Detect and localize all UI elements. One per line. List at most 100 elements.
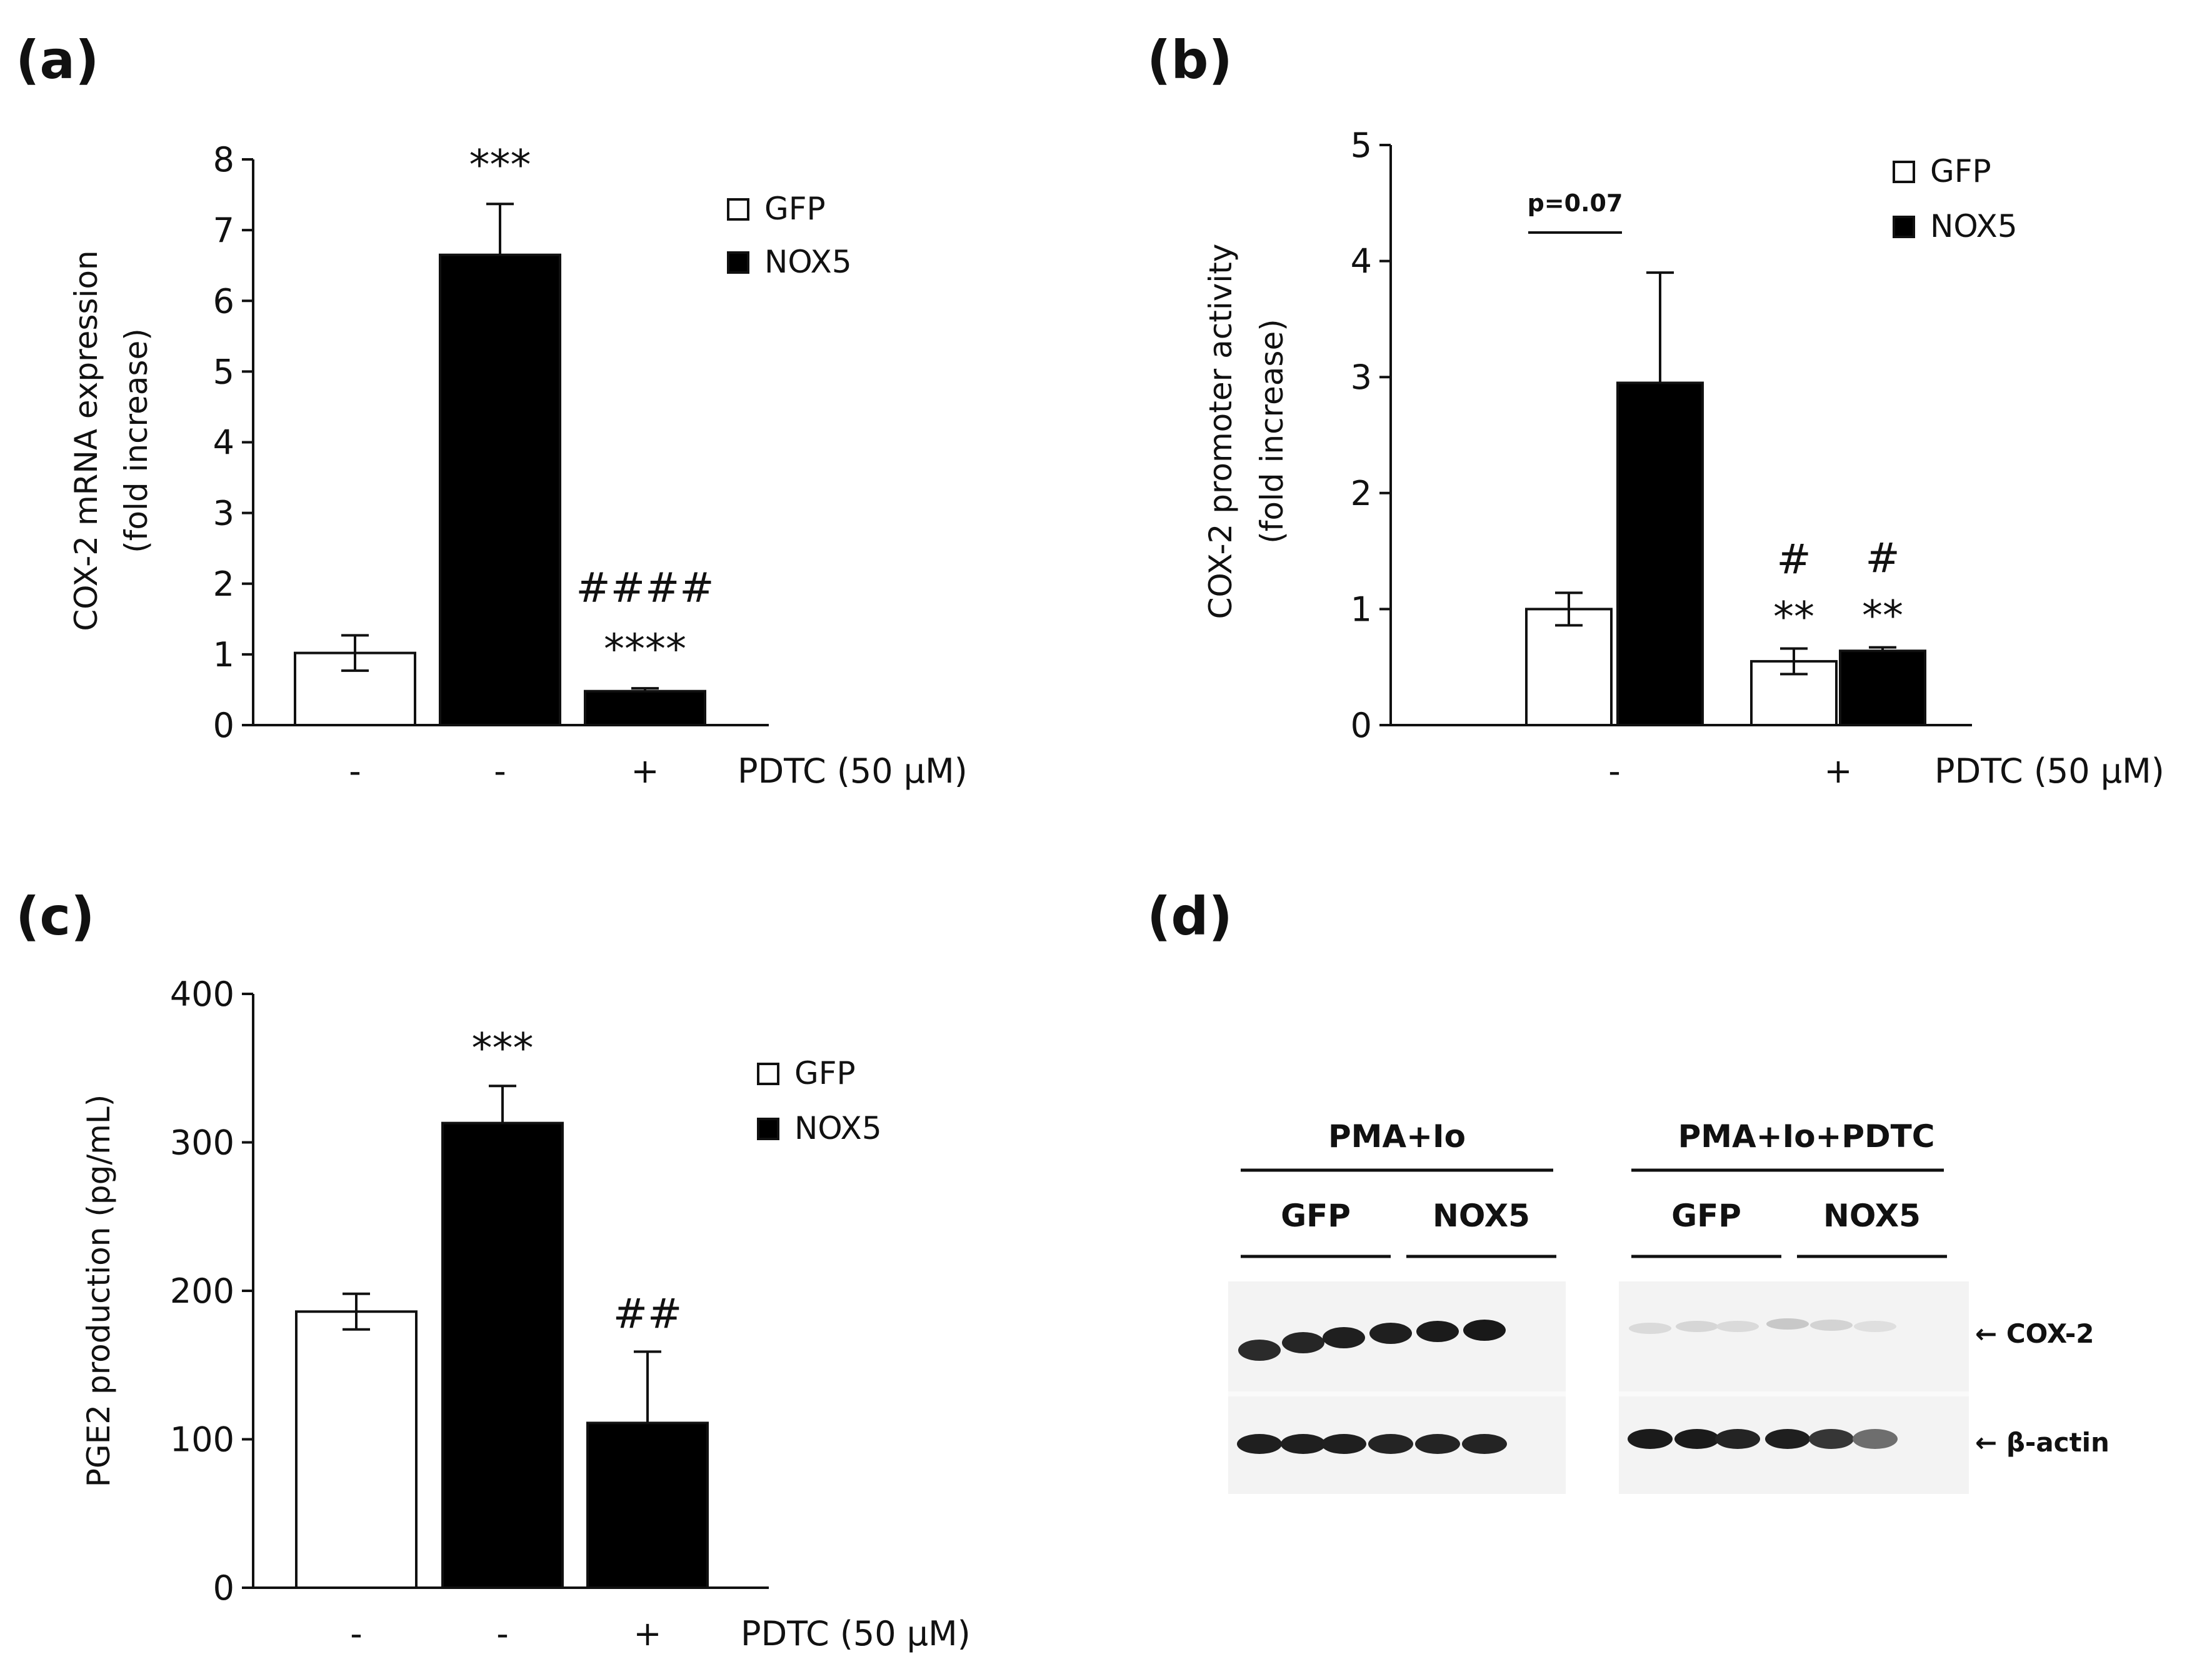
chart-a-ytick-label: 1 — [213, 635, 234, 674]
blot-actin-text: β-actin — [2006, 1427, 2109, 1458]
chart-c-pdtc-sign: + — [633, 1614, 661, 1653]
legend-label-nox5: NOX5 — [764, 244, 852, 280]
blot-group2-label: PMA+Io+PDTC — [1678, 1118, 1935, 1155]
chart-b-annotation: # — [1776, 536, 1811, 584]
blot-band-cox2 — [1629, 1323, 1671, 1334]
blot-cox2-label: ← COX-2 — [1975, 1318, 2094, 1349]
chart-c-ytick-label: 200 — [170, 1271, 234, 1311]
chart-c-annotation: *** — [472, 1024, 534, 1072]
chart-a-annotation: #### — [576, 564, 714, 612]
chart-b-ytick-label: 0 — [1351, 706, 1372, 745]
blot-band-cox2 — [1716, 1321, 1759, 1332]
legend-swatch-nox5 — [1893, 216, 1915, 238]
chart-c-ytick-label: 300 — [170, 1123, 234, 1163]
blot-band-actin — [1809, 1429, 1854, 1449]
chart-a-pdtc-sign: - — [349, 751, 361, 791]
blot-bands — [1237, 1318, 1898, 1454]
chart-c-ytick-label: 100 — [170, 1420, 234, 1460]
chart-b-ylabel-line: (fold increase) — [1254, 319, 1290, 543]
chart-a-ytick-label: 6 — [213, 281, 234, 321]
chart-b-bar-4 — [1839, 649, 1926, 726]
chart-a-bar-3 — [584, 689, 706, 726]
blot-membrane-right — [1619, 1281, 1969, 1494]
chart-a: 0 1 2 3 4 5 6 7 8 - *** - **** #### + PDTC (50 µM) COX-2… — [68, 140, 968, 791]
blot-membrane-left — [1228, 1281, 1566, 1494]
chart-b-annotation: ** — [1773, 593, 1814, 641]
blot-band-cox2 — [1810, 1320, 1853, 1331]
legend-label-nox5: NOX5 — [794, 1110, 882, 1146]
chart-a-ytick-label: 3 — [213, 494, 234, 533]
panel-label-a: (a) — [16, 29, 99, 91]
chart-a-annotation: *** — [469, 141, 531, 189]
chart-b-ytick-label: 3 — [1351, 358, 1372, 397]
blot-band-cox2 — [1323, 1327, 1365, 1348]
chart-a-treatment-label: PDTC (50 µM) — [738, 751, 968, 791]
blot-band-actin — [1715, 1429, 1760, 1449]
chart-c-pdtc-sign: - — [496, 1614, 509, 1653]
blot-band-actin — [1853, 1429, 1898, 1449]
legend-label-nox5: NOX5 — [1930, 208, 2018, 244]
chart-a-ytick-label: 4 — [213, 423, 234, 463]
blot-band-cox2 — [1416, 1321, 1459, 1342]
blot-band-actin — [1281, 1434, 1326, 1454]
chart-c-ytick-label: 0 — [213, 1568, 234, 1608]
chart-b-annotation: # — [1865, 534, 1899, 583]
chart-c-pdtc-sign: - — [350, 1614, 363, 1653]
blot-band-cox2 — [1238, 1340, 1281, 1361]
blot-band-cox2 — [1282, 1332, 1324, 1353]
blot-band-actin — [1415, 1434, 1460, 1454]
blot-cox2-arrow: ← — [1975, 1318, 2006, 1349]
chart-b-ytick-label: 1 — [1351, 589, 1372, 629]
blot-band-actin — [1765, 1429, 1810, 1449]
chart-a-ylabel-line: COX-2 mRNA expression — [68, 250, 104, 631]
legend-label-gfp: GFP — [764, 191, 826, 227]
blot-band-cox2 — [1369, 1323, 1412, 1344]
chart-b-ytick-label: 2 — [1351, 474, 1372, 513]
chart-b: 0 1 2 3 4 5 - ** # ** # + p=0.07 PDTC (50 µM) COX-2 pr… — [1203, 126, 2164, 791]
blot-band-actin — [1368, 1434, 1413, 1454]
chart-b-bar-1 — [1525, 608, 1613, 727]
chart-b-pdtc-sign: + — [1824, 751, 1852, 791]
blot-lane-gfp-2: GFP — [1671, 1198, 1741, 1234]
chart-b-treatment-label: PDTC (50 µM) — [1934, 751, 2164, 791]
western-blot: PMA+Io PMA+Io+PDTC GFP NOX5 GFP NOX5 ← C… — [1228, 1118, 2109, 1494]
legend-swatch-gfp — [727, 198, 749, 221]
legend-swatch-nox5 — [757, 1118, 779, 1140]
chart-c-bar-1 — [295, 1310, 418, 1589]
chart-c-bar-2 — [441, 1121, 564, 1589]
blot-band-cox2 — [1854, 1321, 1896, 1332]
chart-a-ytick-label: 5 — [213, 352, 234, 391]
blot-band-actin — [1237, 1434, 1282, 1454]
blot-group1-label: PMA+Io — [1328, 1118, 1466, 1155]
chart-a-ytick-label: 0 — [213, 706, 234, 745]
chart-a-ytick-label: 7 — [213, 211, 234, 250]
chart-b-ytick-label: 5 — [1351, 126, 1372, 165]
chart-c-treatment-label: PDTC (50 µM) — [741, 1614, 971, 1653]
chart-b-ylabel-line: COX-2 promoter activity — [1203, 244, 1239, 619]
legend-swatch-gfp — [757, 1063, 779, 1085]
chart-a-ylabel-line: (fold increase) — [118, 328, 154, 553]
chart-c-annotation: ## — [613, 1290, 683, 1338]
chart-b-pdtc-sign: - — [1608, 751, 1621, 791]
chart-c-ytick-label: 400 — [170, 975, 234, 1014]
chart-c-bar-3 — [586, 1421, 709, 1589]
chart-a-pdtc-sign: + — [631, 751, 659, 791]
panel-label-d: (d) — [1147, 886, 1233, 947]
legend-swatch-gfp — [1893, 161, 1915, 183]
panel-label-c: (c) — [16, 886, 95, 947]
blot-band-actin — [1321, 1434, 1366, 1454]
chart-a-pdtc-sign: - — [494, 751, 506, 791]
chart-c-ylabel: PGE2 production (pg/mL) — [81, 1095, 117, 1487]
chart-b-annotation: ** — [1862, 592, 1903, 640]
blot-band-cox2 — [1766, 1318, 1809, 1330]
blot-lane-nox5-2: NOX5 — [1823, 1198, 1921, 1234]
chart-a-annotation: **** — [604, 625, 686, 673]
blot-band-cox2 — [1463, 1320, 1506, 1341]
chart-a-ytick-label: 2 — [213, 564, 234, 604]
panel-label-b: (b) — [1147, 29, 1233, 91]
blot-band-actin — [1628, 1429, 1673, 1449]
blot-actin-label: ← β-actin — [1975, 1427, 2109, 1458]
blot-band-actin — [1462, 1434, 1507, 1454]
blot-lane-gfp-1: GFP — [1281, 1198, 1351, 1234]
